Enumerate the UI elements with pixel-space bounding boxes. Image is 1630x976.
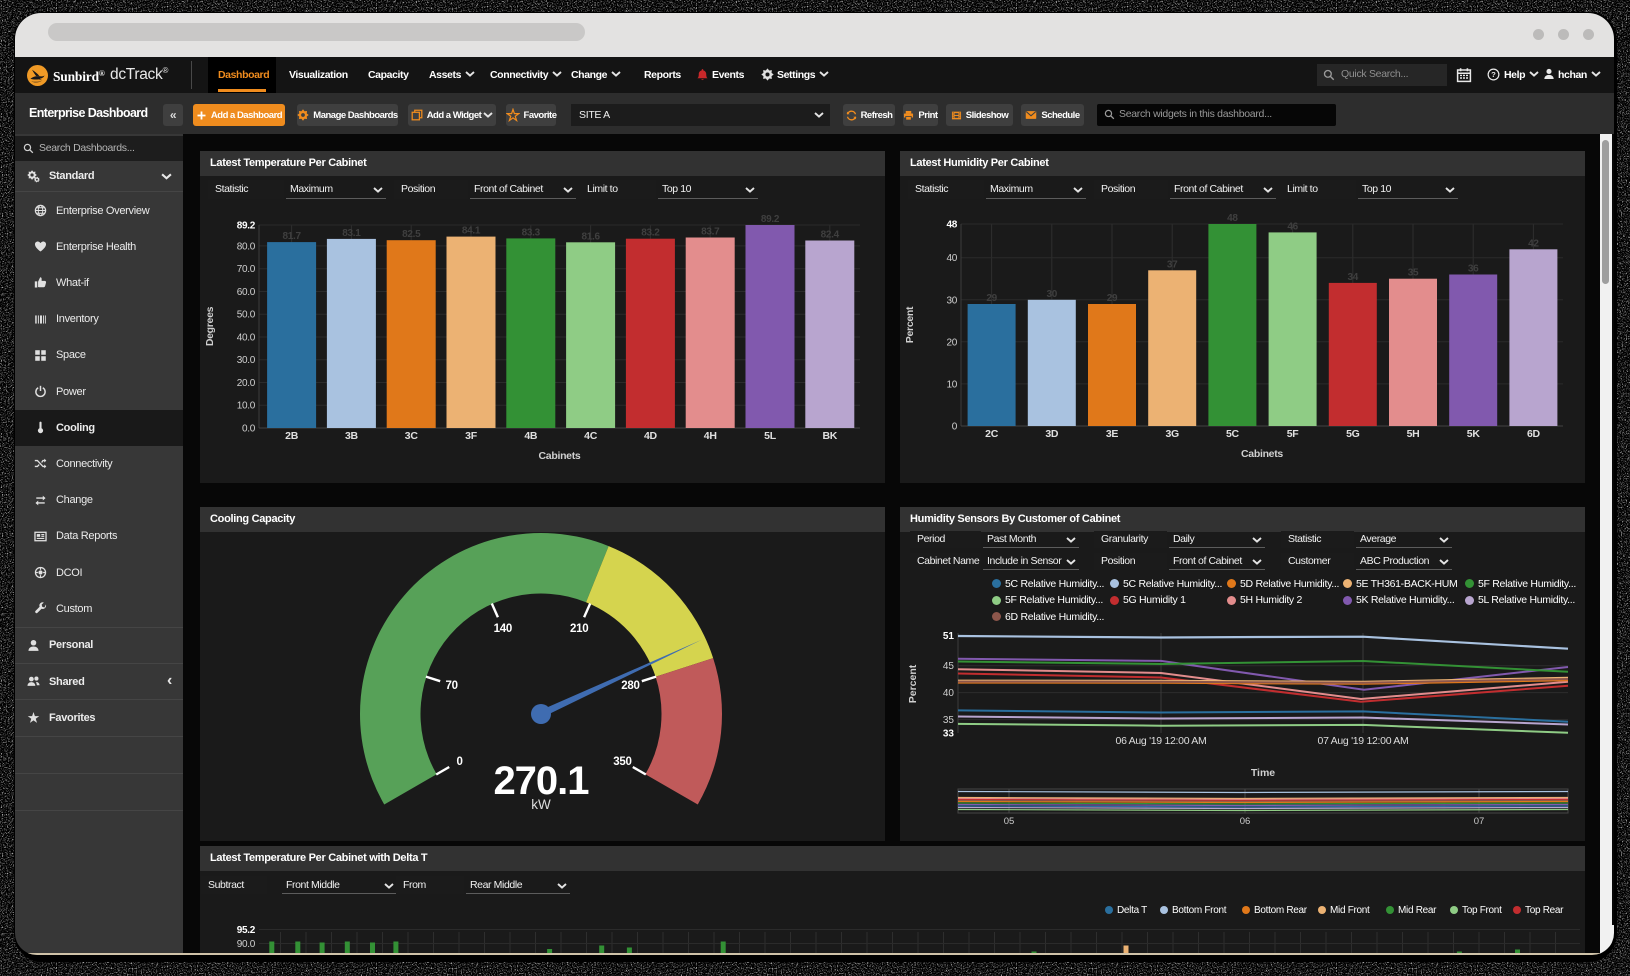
svg-text:0.0: 0.0: [242, 424, 256, 435]
svg-text:350: 350: [613, 756, 631, 768]
svg-text:4D: 4D: [644, 430, 658, 442]
svg-text:70.0: 70.0: [237, 264, 256, 275]
svg-text:Time: Time: [1251, 767, 1275, 779]
svg-text:70: 70: [445, 680, 457, 692]
svg-text:48: 48: [946, 220, 957, 231]
svg-text:Percent: Percent: [907, 664, 919, 703]
svg-text:84.1: 84.1: [462, 226, 481, 237]
svg-text:Cabinets: Cabinets: [539, 450, 581, 462]
svg-text:5H: 5H: [1407, 428, 1420, 440]
svg-text:5F: 5F: [1287, 428, 1300, 440]
svg-text:5C: 5C: [1226, 428, 1240, 440]
svg-text:Percent: Percent: [904, 306, 916, 343]
svg-text:46: 46: [1287, 221, 1298, 232]
svg-text:05: 05: [1004, 816, 1015, 827]
svg-text:BK: BK: [823, 430, 838, 442]
svg-text:40.0: 40.0: [237, 333, 256, 344]
svg-text:07: 07: [1474, 816, 1485, 827]
svg-text:48: 48: [1227, 213, 1238, 224]
svg-text:kW: kW: [531, 797, 551, 812]
svg-text:51: 51: [943, 631, 955, 642]
svg-text:4H: 4H: [704, 430, 717, 442]
svg-text:20.0: 20.0: [237, 378, 256, 389]
svg-text:95.2: 95.2: [237, 925, 256, 936]
svg-text:?: ?: [1491, 70, 1496, 79]
svg-text:30: 30: [1047, 289, 1058, 300]
svg-text:6D: 6D: [1527, 428, 1541, 440]
svg-text:06: 06: [1240, 816, 1251, 827]
svg-text:50.0: 50.0: [237, 310, 256, 321]
svg-text:3C: 3C: [405, 430, 419, 442]
svg-text:36: 36: [1468, 264, 1479, 275]
svg-text:45: 45: [943, 661, 955, 672]
svg-text:83.7: 83.7: [701, 227, 720, 238]
svg-text:3B: 3B: [345, 430, 359, 442]
svg-text:34: 34: [1348, 272, 1359, 283]
svg-text:81.6: 81.6: [581, 231, 600, 242]
svg-text:5K: 5K: [1467, 428, 1481, 440]
svg-text:35: 35: [1408, 268, 1419, 279]
svg-text:60.0: 60.0: [237, 287, 256, 298]
svg-text:42: 42: [1528, 238, 1539, 249]
svg-text:30: 30: [946, 295, 957, 306]
svg-text:83.2: 83.2: [641, 228, 660, 239]
svg-text:0: 0: [457, 756, 463, 768]
svg-text:0: 0: [952, 422, 958, 433]
svg-text:83.3: 83.3: [522, 227, 541, 238]
svg-text:210: 210: [570, 623, 588, 635]
svg-text:3D: 3D: [1045, 428, 1059, 440]
svg-text:89.2: 89.2: [761, 214, 780, 225]
svg-text:82.4: 82.4: [821, 230, 840, 241]
svg-text:29: 29: [1107, 293, 1118, 304]
svg-text:89.2: 89.2: [237, 221, 256, 232]
svg-text:5L: 5L: [764, 430, 777, 442]
svg-text:07 Aug '19 12:00 AM: 07 Aug '19 12:00 AM: [1318, 735, 1409, 747]
svg-text:29: 29: [986, 293, 997, 304]
svg-text:20: 20: [946, 337, 957, 348]
svg-text:82.5: 82.5: [402, 229, 421, 240]
svg-text:06 Aug '19 12:00 AM: 06 Aug '19 12:00 AM: [1116, 735, 1207, 747]
svg-text:37: 37: [1167, 259, 1178, 270]
svg-text:Degrees: Degrees: [204, 306, 216, 346]
svg-text:Cabinets: Cabinets: [1241, 448, 1283, 460]
svg-text:270.1: 270.1: [493, 759, 589, 803]
svg-text:3E: 3E: [1106, 428, 1119, 440]
svg-text:140: 140: [494, 623, 512, 635]
svg-text:2B: 2B: [285, 430, 299, 442]
svg-text:35: 35: [943, 715, 955, 726]
svg-text:30.0: 30.0: [237, 355, 256, 366]
svg-text:2C: 2C: [985, 428, 999, 440]
svg-text:90.0: 90.0: [237, 939, 256, 950]
svg-text:83.1: 83.1: [342, 228, 361, 239]
svg-text:3F: 3F: [465, 430, 478, 442]
svg-text:3G: 3G: [1165, 428, 1179, 440]
svg-text:4B: 4B: [524, 430, 538, 442]
svg-text:80.0: 80.0: [237, 241, 256, 252]
svg-text:40: 40: [943, 688, 955, 699]
svg-text:5G: 5G: [1346, 428, 1360, 440]
svg-text:280: 280: [621, 680, 639, 692]
svg-text:10.0: 10.0: [237, 401, 256, 412]
svg-text:10: 10: [946, 379, 957, 390]
svg-text:40: 40: [946, 253, 957, 264]
svg-text:33: 33: [943, 729, 955, 740]
svg-text:4C: 4C: [584, 430, 598, 442]
svg-text:81.7: 81.7: [282, 231, 301, 242]
